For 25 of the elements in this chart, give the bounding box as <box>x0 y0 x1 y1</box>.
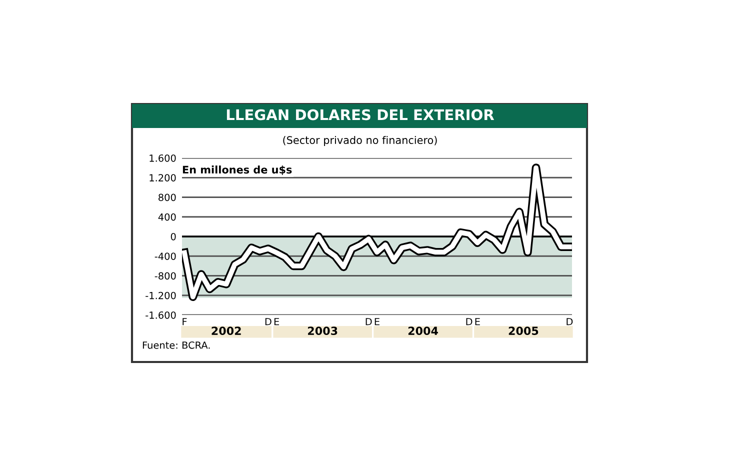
y-tick-label: 800 <box>158 194 176 202</box>
y-axis-title: En millones de u$s <box>182 166 292 175</box>
y-tick-label: 1.600 <box>150 154 176 162</box>
text: 2004 <box>408 326 438 336</box>
x-tick-label: F <box>182 318 187 326</box>
y-tick-label: -400 <box>154 252 176 260</box>
text: 2003 <box>308 326 338 336</box>
x-tick-label: D <box>366 318 372 326</box>
source-note: Fuente: BCRA. <box>142 341 210 349</box>
y-tick-label: 0 <box>170 232 176 240</box>
y-tick-label: -800 <box>154 272 176 280</box>
x-tick-label: D <box>466 318 472 326</box>
x-tick-label: D <box>566 318 573 326</box>
y-tick-label: -1.200 <box>146 292 176 300</box>
x-tick-label: E <box>374 318 380 326</box>
y-tick-label: 400 <box>158 213 176 221</box>
chart-title: LLEGAN DOLARES DEL EXTERIOR <box>226 109 494 120</box>
chart-subtitle: (Sector privado no financiero) <box>283 136 437 146</box>
text: 2002 <box>212 326 241 336</box>
x-tick-label: D <box>265 318 272 326</box>
text: 2005 <box>508 326 538 336</box>
y-tick-label: -1.600 <box>146 311 176 319</box>
y-tick-label: 1.200 <box>150 174 176 182</box>
x-tick-label: E <box>274 318 280 326</box>
x-tick-label: E <box>475 318 480 326</box>
